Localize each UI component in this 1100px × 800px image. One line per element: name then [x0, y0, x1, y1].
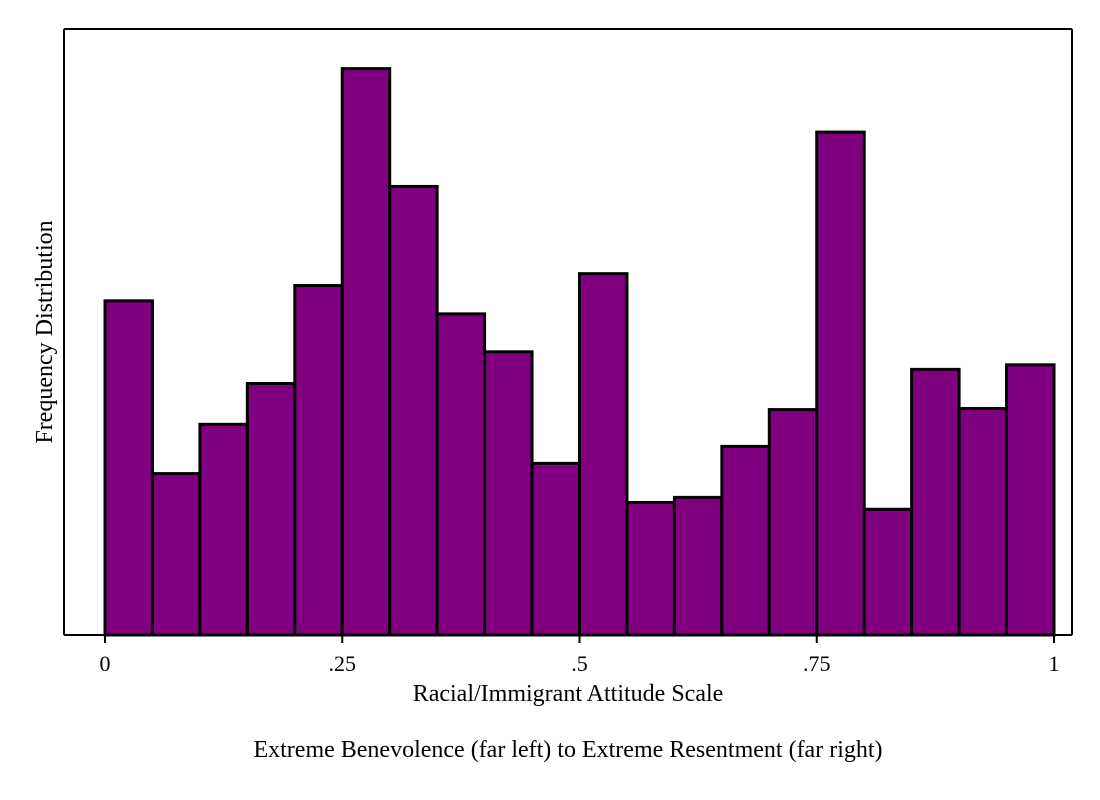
histogram-bar — [578, 272, 629, 637]
histogram-bar — [150, 472, 202, 637]
histogram-bar — [388, 184, 439, 637]
x-tick-label: .25 — [329, 651, 357, 676]
histogram-bar — [340, 67, 392, 637]
histogram-bar — [435, 312, 487, 637]
histogram-bar — [103, 299, 154, 637]
x-tick-label: .5 — [571, 651, 588, 676]
histogram-bar — [815, 130, 866, 637]
histogram-bar — [293, 284, 344, 637]
histogram-bar — [672, 495, 724, 637]
histogram-bar — [1005, 363, 1056, 637]
histogram-bar — [910, 367, 961, 637]
histogram-bar — [625, 500, 676, 637]
y-axis-title: Frequency Distribution — [32, 220, 58, 443]
histogram-bar — [862, 507, 914, 637]
x-tick-label: 1 — [1049, 651, 1060, 676]
x-tick-label: 0 — [100, 651, 111, 676]
histogram-bar — [483, 350, 534, 637]
x-tick-label: .75 — [803, 651, 831, 676]
histogram-bar — [530, 461, 581, 637]
histogram-bar — [767, 408, 819, 637]
x-axis-title: Racial/Immigrant Attitude Scale — [413, 681, 724, 707]
histogram-bars — [103, 67, 1056, 637]
x-axis-ticks: 0 .25 .5 .75 1 — [100, 635, 1060, 676]
histogram-bar — [245, 382, 297, 637]
histogram-bar — [957, 406, 1009, 637]
histogram-bar — [198, 422, 249, 637]
histogram-bar — [720, 444, 771, 637]
chart-note: Extreme Benevolence (far left) to Extrem… — [253, 737, 882, 763]
